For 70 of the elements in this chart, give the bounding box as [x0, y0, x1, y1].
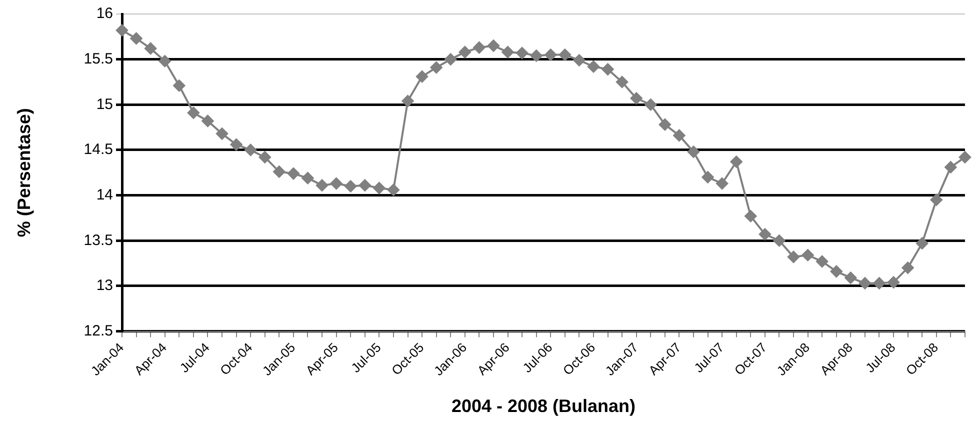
point — [673, 129, 686, 142]
point — [816, 255, 828, 268]
y-tick-label: 12.5 — [84, 322, 113, 340]
point — [358, 179, 371, 192]
point — [544, 48, 557, 61]
point — [858, 277, 871, 290]
point — [473, 42, 486, 54]
point — [502, 46, 514, 58]
point — [516, 46, 528, 59]
y-tick-label: 16 — [96, 5, 113, 22]
point — [216, 128, 228, 140]
y-axis-title: % (Persentase) — [14, 108, 34, 238]
y-tick-label: 14 — [96, 186, 113, 204]
point — [773, 234, 786, 247]
point — [602, 63, 614, 76]
point — [144, 42, 157, 54]
point — [658, 118, 671, 131]
point — [830, 265, 842, 278]
point — [130, 32, 142, 44]
point — [702, 171, 714, 184]
y-tick-label: 14.5 — [84, 141, 113, 158]
point — [202, 114, 214, 127]
point — [287, 168, 300, 180]
point — [902, 262, 914, 274]
point — [344, 180, 357, 192]
point — [487, 40, 500, 52]
point — [844, 272, 857, 284]
point — [944, 161, 957, 174]
point — [244, 144, 257, 156]
point — [558, 48, 571, 61]
point — [258, 151, 271, 164]
point — [316, 179, 328, 192]
point — [387, 184, 400, 196]
point — [444, 53, 457, 66]
point — [402, 95, 414, 108]
point — [187, 106, 200, 119]
point — [302, 172, 314, 184]
point — [616, 76, 628, 88]
point — [587, 60, 600, 73]
point — [716, 178, 728, 190]
point — [888, 276, 900, 288]
point — [958, 151, 971, 164]
y-tick-label: 15 — [96, 96, 113, 113]
point — [116, 24, 128, 36]
point — [158, 55, 171, 68]
point — [330, 178, 342, 190]
point — [930, 194, 942, 206]
point — [430, 61, 442, 74]
point — [230, 138, 242, 151]
point — [644, 98, 657, 111]
point — [458, 46, 471, 58]
point — [573, 54, 586, 66]
point — [916, 237, 928, 250]
point — [802, 249, 814, 262]
point — [744, 210, 757, 222]
y-tick-label: 13 — [96, 277, 113, 294]
point — [273, 166, 286, 178]
point — [416, 70, 428, 83]
y-tick-label: 13.5 — [84, 232, 113, 249]
x-axis-title: 2004 - 2008 (Bulanan) — [451, 396, 636, 416]
y-tick-label: 15.5 — [84, 50, 113, 68]
point — [873, 277, 886, 290]
point — [730, 156, 742, 168]
point — [173, 80, 186, 92]
point — [788, 250, 800, 263]
point — [688, 146, 700, 158]
point — [530, 50, 542, 62]
point — [758, 228, 771, 240]
point — [373, 182, 386, 194]
point — [630, 92, 642, 104]
